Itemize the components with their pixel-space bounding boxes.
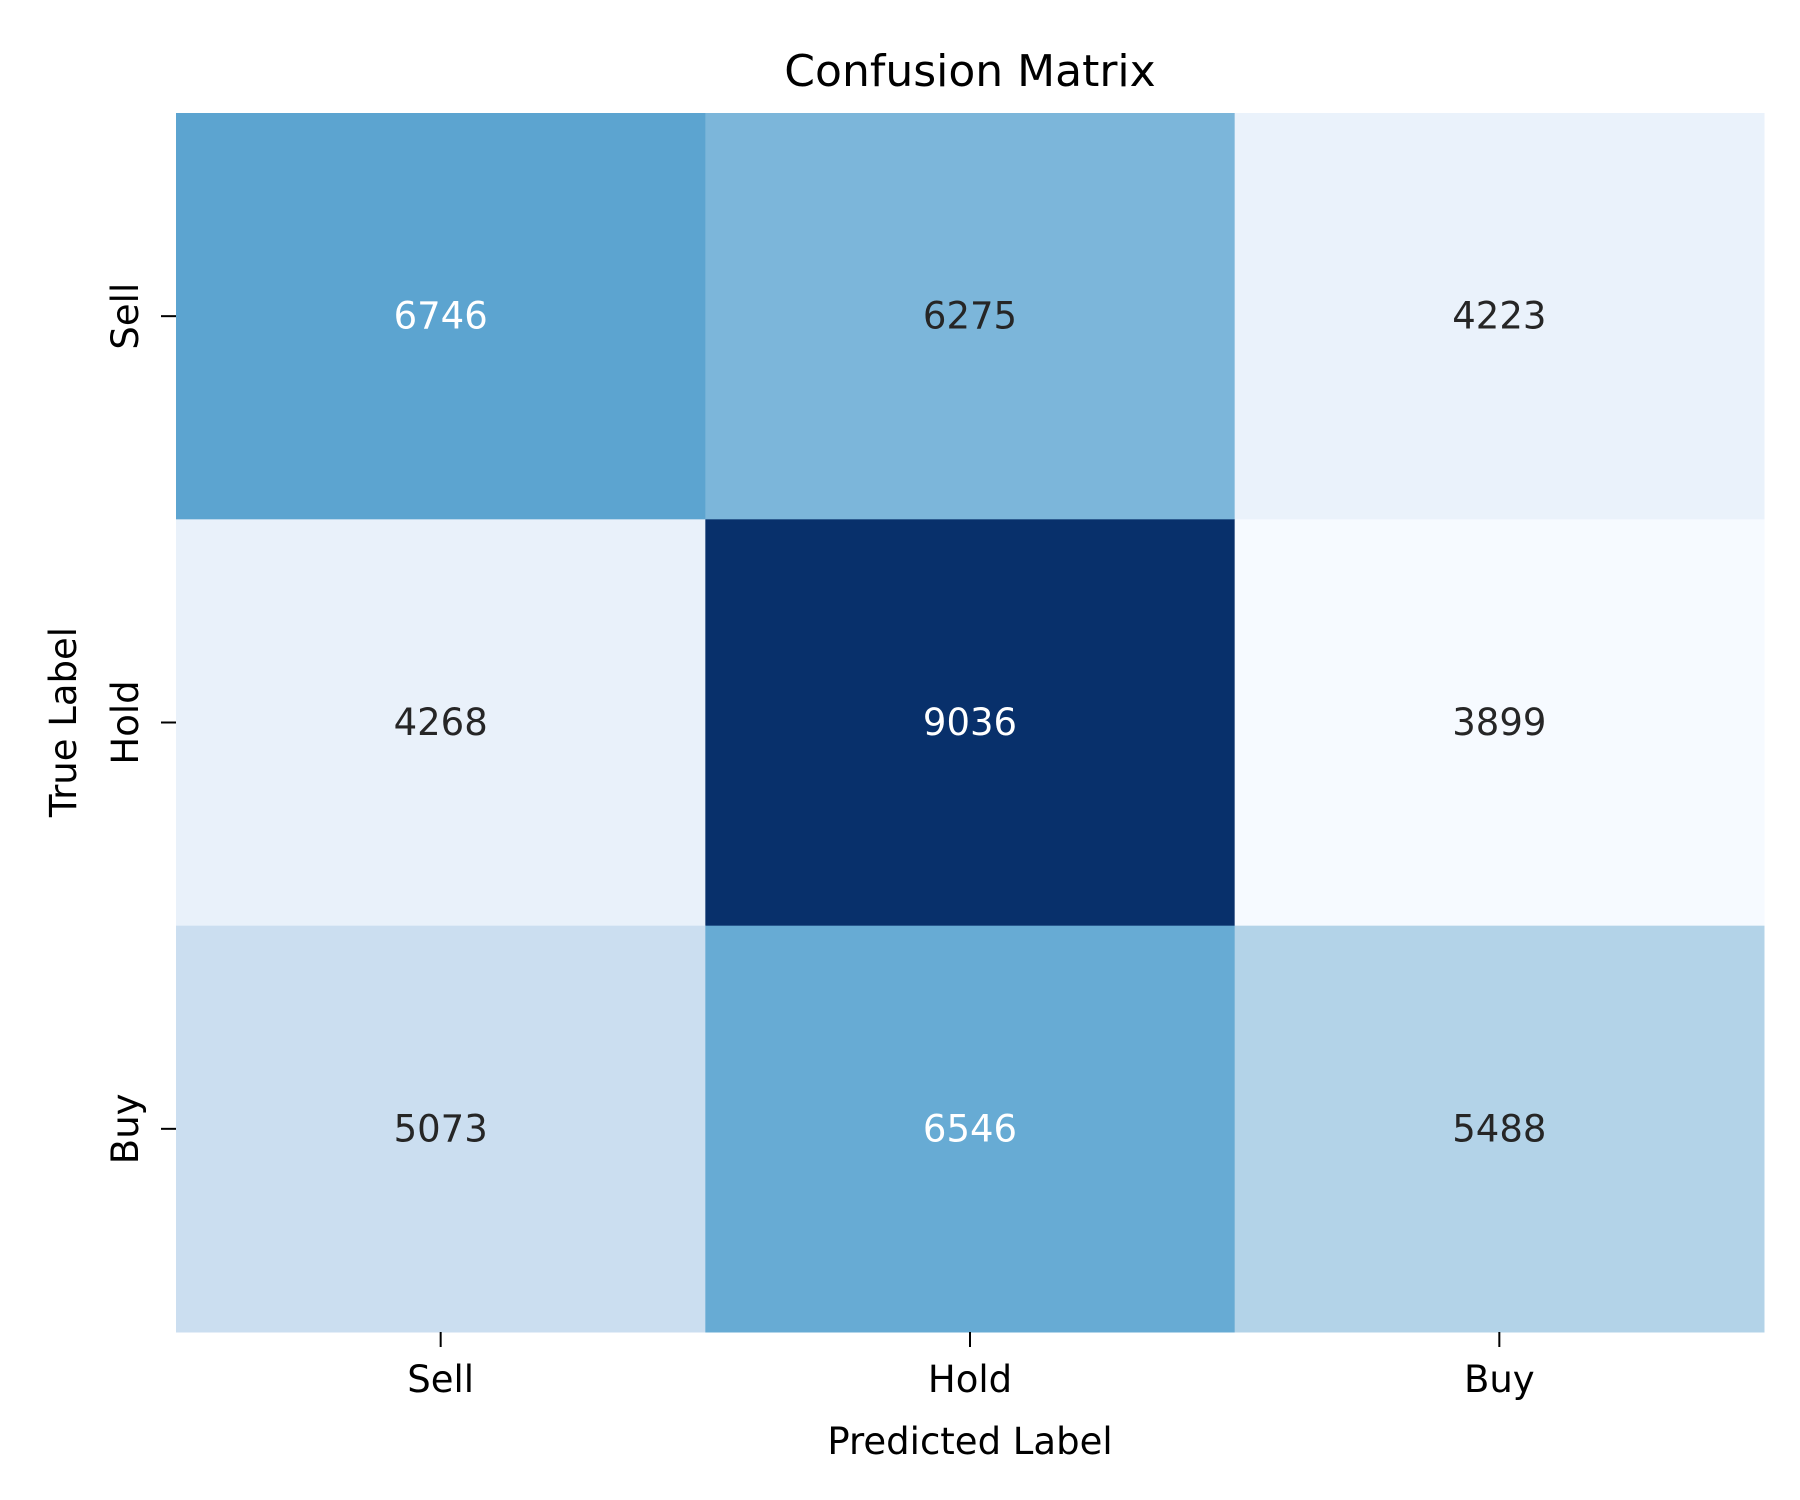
heatmap-cell-buy-hold — [705, 925, 1236, 1333]
x-tick-label: Hold — [928, 1358, 1012, 1401]
cell-value-label: 5488 — [1452, 1107, 1546, 1150]
heatmap-cell-sell-buy — [1234, 113, 1765, 520]
x-axis-label: Predicted Label — [827, 1420, 1112, 1463]
cell-value-label: 4223 — [1452, 295, 1546, 338]
x-tick-label: Buy — [1464, 1358, 1535, 1401]
axis-ticks: Sell Hold Buy Sell Hold Buy — [104, 283, 1535, 1401]
y-tick-label: Hold — [104, 680, 147, 764]
heatmap-cell-hold-sell — [176, 519, 706, 927]
heatmap-cell-hold-buy — [1234, 519, 1765, 927]
cell-value-label: 6546 — [923, 1107, 1017, 1150]
cell-value-label: 3899 — [1452, 701, 1546, 744]
cell-value-label: 4268 — [394, 701, 488, 744]
heatmap-cell-sell-hold — [705, 113, 1236, 520]
cell-value-label: 6746 — [394, 295, 488, 338]
heatmap-cell-buy-buy — [1234, 925, 1765, 1333]
cell-value-label: 9036 — [923, 701, 1017, 744]
heatmap-cell-buy-sell — [176, 925, 706, 1333]
heatmap-cells: 6746 6275 4223 4268 9036 3899 5073 6546 5488 — [176, 113, 1765, 1333]
y-tick-label: Buy — [104, 1093, 147, 1164]
cell-value-label: 5073 — [394, 1107, 488, 1150]
chart-title: Confusion Matrix — [784, 46, 1155, 97]
heatmap-cell-hold-hold — [705, 519, 1236, 927]
x-tick-label: Sell — [407, 1358, 474, 1401]
y-tick-label: Sell — [104, 283, 147, 350]
y-axis-label: True Label — [42, 627, 85, 818]
cell-value-label: 6275 — [923, 295, 1017, 338]
heatmap-cell-sell-sell — [176, 113, 706, 520]
